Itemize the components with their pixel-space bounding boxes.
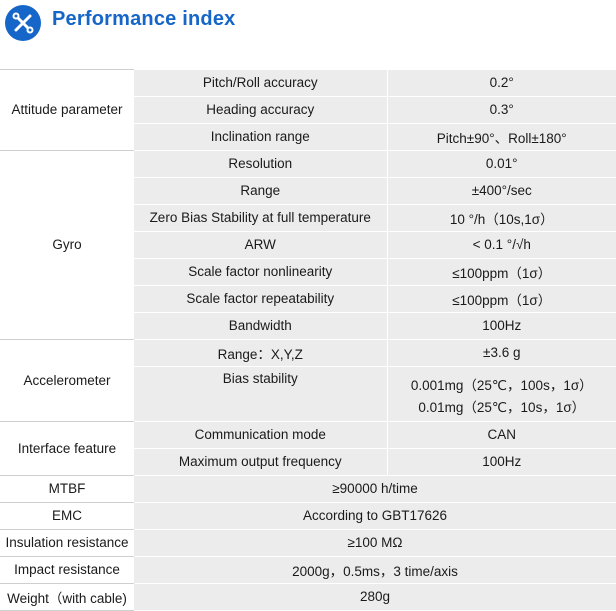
group-label-interface: Interface feature: [0, 421, 134, 475]
item-value: 100Hz: [387, 312, 616, 339]
table-row: Impact resistance 2000g，0.5ms，3 time/axi…: [0, 556, 616, 583]
item-value-line: 0.01mg（25℃，10s，1σ）: [388, 397, 616, 419]
spec-label: MTBF: [0, 475, 134, 502]
item-label: Scale factor repeatability: [134, 285, 387, 312]
spec-value: 280g: [134, 583, 616, 610]
item-label: Pitch/Roll accuracy: [134, 70, 387, 97]
item-value: ±400°/sec: [387, 177, 616, 204]
spec-value: According to GBT17626: [134, 502, 616, 529]
group-label-accelerometer: Accelerometer: [0, 339, 134, 421]
item-value: 0.3°: [387, 96, 616, 123]
item-label: Zero Bias Stability at full temperature: [134, 204, 387, 231]
item-value: CAN: [387, 421, 616, 448]
spec-label: Weight（with cable): [0, 583, 134, 610]
table-row: Attitude parameter Pitch/Roll accuracy 0…: [0, 70, 616, 97]
item-label: Inclination range: [134, 123, 387, 150]
item-value: ≤100ppm（1σ）: [387, 258, 616, 285]
item-label: Range：X,Y,Z: [134, 339, 387, 366]
item-value: Pitch±90°、Roll±180°: [387, 123, 616, 150]
table-row: Insulation resistance ≥100 MΩ: [0, 529, 616, 556]
page-title: Performance index: [52, 8, 235, 31]
table-row: Interface feature Communication mode CAN: [0, 421, 616, 448]
wrench-screwdriver-icon: [5, 5, 41, 41]
item-label: Communication mode: [134, 421, 387, 448]
table-row: EMC According to GBT17626: [0, 502, 616, 529]
group-label-attitude: Attitude parameter: [0, 70, 134, 151]
table-row: MTBF ≥90000 h/time: [0, 475, 616, 502]
spec-value: ≥100 MΩ: [134, 529, 616, 556]
item-value: ±3.6 g: [387, 339, 616, 366]
table-row: Gyro Resolution 0.01°: [0, 150, 616, 177]
item-label: Resolution: [134, 150, 387, 177]
item-value: 100Hz: [387, 448, 616, 475]
item-label: Heading accuracy: [134, 96, 387, 123]
item-value: ≤100ppm（1σ）: [387, 285, 616, 312]
spec-value: ≥90000 h/time: [134, 475, 616, 502]
item-value-line: 0.001mg（25℃，100s，1σ）: [388, 375, 616, 397]
spec-label: EMC: [0, 502, 134, 529]
spec-label: Insulation resistance: [0, 529, 134, 556]
item-label: Bandwidth: [134, 312, 387, 339]
table-row: Accelerometer Range：X,Y,Z ±3.6 g: [0, 339, 616, 366]
item-label: Range: [134, 177, 387, 204]
item-value: 10 °/h（10s,1σ）: [387, 204, 616, 231]
table-row: Weight（with cable) 280g: [0, 583, 616, 610]
item-label: Bias stability: [134, 366, 387, 421]
item-value: 0.2°: [387, 70, 616, 97]
spec-table: Attitude parameter Pitch/Roll accuracy 0…: [0, 69, 616, 611]
item-value: < 0.1 °/√h: [387, 231, 616, 258]
item-label: ARW: [134, 231, 387, 258]
group-label-gyro: Gyro: [0, 150, 134, 339]
item-value: 0.01°: [387, 150, 616, 177]
item-value-multiline: 0.001mg（25℃，100s，1σ） 0.01mg（25℃，10s，1σ）: [387, 366, 616, 421]
spec-label: Impact resistance: [0, 556, 134, 583]
item-label: Scale factor nonlinearity: [134, 258, 387, 285]
item-label: Maximum output frequency: [134, 448, 387, 475]
section-header: Performance index: [0, 0, 616, 60]
spec-value: 2000g，0.5ms，3 time/axis: [134, 556, 616, 583]
